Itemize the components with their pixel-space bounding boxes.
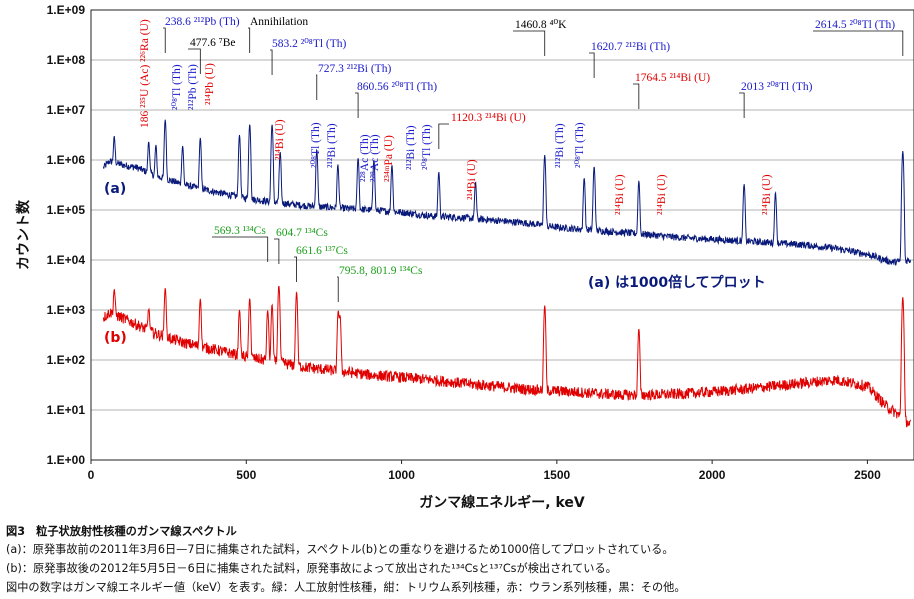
peak-label: 186 ²³⁵U (Ac) ²²⁶Ra (U) — [139, 19, 151, 128]
figure-caption-a: (a)：原発事故前の2011年3月6日—7日に捕集された試料，スペクトル(b)と… — [6, 543, 674, 556]
x-tick-label: 2000 — [699, 468, 726, 482]
y-tick-label: 1.E+06 — [47, 153, 86, 167]
y-tick-label: 1.E+01 — [47, 403, 86, 417]
peak-label: ²⁰⁸Tl (Th) — [574, 122, 586, 168]
x-axis-label: ガンマ線エネルギー, keV — [419, 494, 585, 511]
y-tick-label: 1.E+04 — [47, 253, 86, 267]
leader-line — [589, 52, 595, 78]
peak-label: ²¹⁴Bi (U) — [274, 119, 286, 160]
y-tick-label: 1.E+05 — [47, 203, 86, 217]
y-tick-label: 1.E+00 — [47, 453, 86, 467]
x-tick-label: 2500 — [854, 468, 881, 482]
y-tick-label: 1.E+09 — [47, 3, 86, 17]
y-tick-label: 1.E+08 — [47, 53, 86, 67]
axis-ticks: 1.E+00 1.E+01 1.E+02 1.E+03 1.E+04 1.E+05 1.E+… — [47, 3, 881, 482]
leader-line — [438, 123, 449, 149]
peak-label: ²¹⁴Bi (U) — [466, 159, 478, 200]
leader-line — [813, 30, 904, 56]
leader-line — [294, 256, 297, 282]
peak-label: 1620.7 ²¹²Bi (Th) — [591, 41, 670, 53]
peak-label: 238.6 ²¹²Pb (Th) — [165, 16, 240, 28]
peak-label: ²¹⁴Bi (U) — [761, 174, 773, 215]
y-tick-label: 1.E+07 — [47, 103, 86, 117]
peak-label: 604.7 ¹³⁴Cs — [276, 227, 328, 239]
y-axis-label: カウント数 — [15, 199, 32, 270]
y-tick-label: 1.E+02 — [47, 353, 86, 367]
peak-label: 2614.5 ²⁰⁸Tl (Th) — [815, 19, 895, 31]
figure-caption-c: 図中の数字はガンマ線エネルギー値（keV）を表す。緑：人工放射性核種，紺：トリウ… — [6, 581, 686, 594]
peak-label: ²²⁸Ac (Th) — [369, 134, 381, 182]
x-tick-label: 1000 — [388, 468, 415, 482]
peak-label: 1120.3 ²¹⁴Bi (U) — [451, 112, 526, 124]
leader-line — [739, 92, 745, 118]
peak-annotations: 186 ²³⁵U (Ac) ²²⁶Ra (U) 238.6 ²¹²Pb (Th) ²… — [139, 16, 904, 302]
leader-line — [188, 48, 201, 74]
series-lines — [102, 119, 911, 428]
series-line-a — [102, 119, 911, 266]
peak-label: 1460.8 ⁴⁰K — [515, 19, 567, 31]
series-label-b: (b) — [104, 330, 127, 346]
peak-label: 583.2 ²⁰⁸Tl (Th) — [272, 38, 347, 50]
leader-line — [270, 49, 273, 75]
peak-label: ²³⁴ᵐPa (U) — [383, 135, 395, 182]
peak-label: 727.3 ²¹²Bi (Th) — [318, 63, 391, 75]
leader-line — [316, 74, 318, 100]
series-line-b — [102, 285, 911, 428]
leader-line — [633, 83, 640, 109]
leader-line — [248, 27, 251, 53]
peak-label: 2013 ²⁰⁸Tl (Th) — [741, 81, 813, 93]
x-tick-label: 0 — [88, 468, 95, 482]
leader-line — [337, 276, 339, 302]
peak-label: ²⁰⁸Tl (Th) — [171, 64, 183, 110]
series-label-a: (a) — [104, 181, 126, 197]
leader-line — [163, 27, 166, 53]
peak-label: ²¹²Bi (Th) — [554, 123, 566, 168]
leader-line — [355, 92, 359, 118]
peak-label: ²²⁸Ac (Th) — [359, 134, 371, 182]
plot-frame — [90, 9, 914, 461]
peak-label: ²¹²Bi (Th) — [326, 123, 338, 168]
peak-label: 661.6 ¹³⁷Cs — [296, 245, 348, 257]
peak-label: ²¹⁴Pb (U) — [204, 63, 216, 105]
figure-caption-b: (b)：原発事故後の2012年5月5日－6日に捕集された試料，原発事故によって放… — [6, 562, 617, 575]
figure-caption-title: 図3 粒子状放射性核種のガンマ線スペクトル — [6, 525, 237, 538]
peak-label: ²¹⁴Bi (U) — [614, 174, 626, 215]
peak-label: ²¹⁴Bi (U) — [656, 174, 668, 215]
peak-label: ²¹²Pb (Th) — [187, 64, 199, 110]
peak-label: ²⁰⁸Tl (Th) — [421, 124, 433, 170]
leader-line — [274, 238, 280, 264]
leader-line — [513, 30, 546, 56]
peak-label: ²¹²Bi (Th) — [405, 125, 417, 170]
scale-note: (a) は1000倍してプロット — [588, 274, 766, 291]
leader-line — [212, 236, 269, 262]
peak-label: Annihilation — [250, 16, 308, 28]
peak-label: 1764.5 ²¹⁴Bi (U) — [635, 72, 710, 84]
peak-label: ²⁰⁸Tl (Th) — [310, 122, 322, 168]
peak-label: 477.6 ⁷Be — [190, 37, 236, 49]
peak-label: 795.8, 801.9 ¹³⁴Cs — [339, 265, 423, 277]
gamma-spectrum-chart: 1.E+00 1.E+01 1.E+02 1.E+03 1.E+04 1.E+05 1.E+… — [15, 3, 914, 511]
x-tick-label: 500 — [236, 468, 256, 482]
peak-label: 860.56 ²⁰⁸Tl (Th) — [357, 81, 437, 93]
y-tick-label: 1.E+03 — [47, 303, 86, 317]
x-tick-label: 1500 — [543, 468, 570, 482]
peak-label: 569.3 ¹³⁴Cs — [214, 225, 266, 237]
